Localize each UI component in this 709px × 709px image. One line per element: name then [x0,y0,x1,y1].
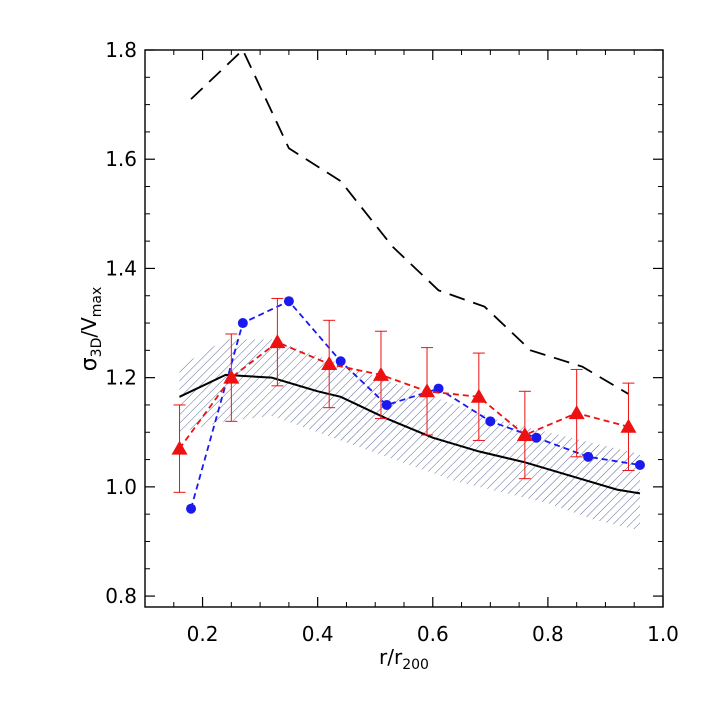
data-point-circle [583,451,594,462]
data-point-triangle [372,366,389,381]
data-point-circle [485,416,496,427]
data-point-triangle [321,355,338,370]
x-axis-label-main: r/r [379,645,403,669]
x-axis-label-sub: 200 [402,657,429,673]
data-point-circle [186,503,197,514]
data-point-triangle [516,426,533,441]
y-axis-label-sub2: max [89,287,105,318]
y-tick-label: 1.2 [105,366,137,390]
y-axis-label-symbol: σ [77,357,102,371]
series-0-line [179,373,641,495]
data-point-triangle [470,388,487,403]
y-tick-label: 1.0 [105,475,137,499]
data-point-circle [433,383,444,394]
data-point-circle [335,356,346,367]
y-tick-label: 1.8 [105,38,137,62]
axis-ticks: 0.2 0.4 0.6 0.8 1.0 0.8 1.0 1.2 1.4 1.6 1.8 [105,38,679,646]
x-tick-label: 0.6 [417,622,449,646]
data-point-triangle [568,405,585,420]
x-tick-label: 0.8 [532,622,564,646]
data-point-circle [634,460,645,471]
data-point-circle [237,318,248,329]
y-axis-label: σ3D/Vmax [77,287,105,372]
data-point-circle [531,432,542,443]
y-tick-label: 0.8 [105,584,137,608]
y-axis-label-mid: /V [77,317,101,338]
data-point-triangle [620,418,637,433]
plot-area [171,50,645,531]
data-point-triangle [171,440,188,455]
data-point-circle [381,399,392,410]
scatter-band [179,339,640,531]
data-point-triangle [419,383,436,398]
y-tick-label: 1.4 [105,256,137,280]
series-2-line [190,300,641,509]
x-axis-label: r/r200 [379,645,429,673]
x-tick-label: 1.0 [647,622,679,646]
x-tick-label: 0.4 [302,622,334,646]
data-point-circle [283,296,294,307]
y-axis-label-sub1: 3D [89,338,105,358]
series-3-line [178,341,629,450]
plot-frame [144,49,664,608]
y-tick-label: 1.6 [105,147,137,171]
x-tick-label: 0.2 [187,622,219,646]
data-point-triangle [269,334,286,349]
data-point-triangle [223,369,240,384]
